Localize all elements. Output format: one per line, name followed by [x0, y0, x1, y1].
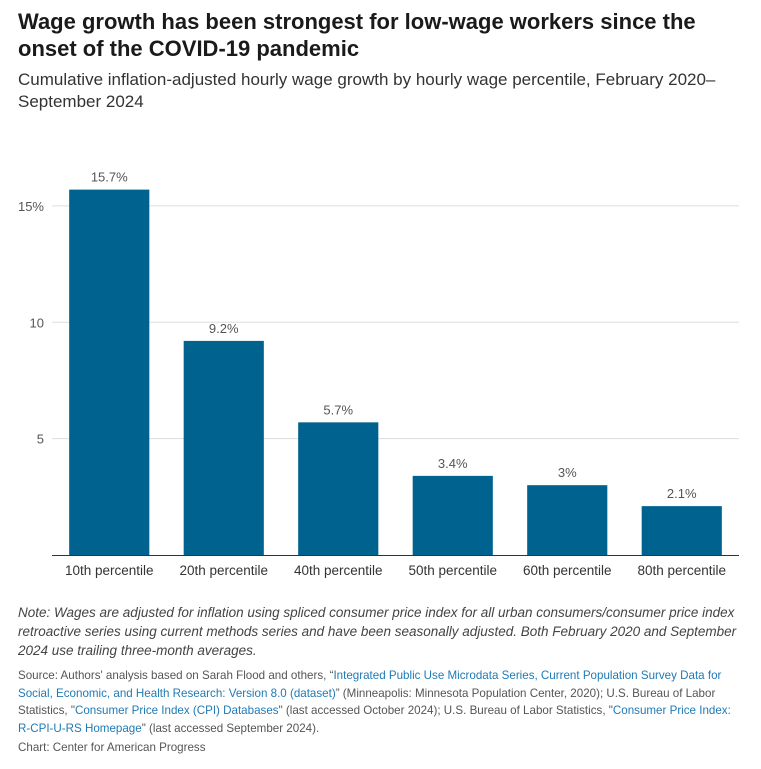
bar-1: [69, 189, 150, 556]
bar-4: [412, 475, 493, 555]
source-link-rcpi-homepage[interactable]: Consumer Price Index: R-CPI-U-RS Homepag…: [18, 704, 731, 735]
bar-3: [298, 422, 379, 555]
chart-note: Note: Wages are adjusted for inflation u…: [18, 605, 737, 658]
x-tick-label-1: 10th percentile: [65, 563, 154, 578]
source-suffix: " (last accessed September 2024).: [141, 721, 320, 735]
source-prefix: Source: Authors' analysis based on Sarah…: [18, 669, 334, 682]
source-mid-2: " (last accessed October 2024); U.S. Bur…: [278, 704, 613, 717]
bar-5: [527, 485, 608, 555]
data-label-5: 3%: [558, 465, 577, 480]
bar-2: [183, 340, 264, 555]
chart-title: Wage growth has been strongest for low-w…: [18, 9, 696, 61]
source-link-ipums[interactable]: Integrated Public Use Microdata Series, …: [18, 669, 722, 700]
chart-subtitle: Cumulative inflation-adjusted hourly wag…: [18, 70, 716, 111]
data-label-2: 9.2%: [209, 321, 239, 336]
bar-6: [641, 506, 722, 555]
data-label-3: 5.7%: [323, 402, 353, 417]
x-tick-label-2: 20th percentile: [179, 563, 268, 578]
chart-credit: Chart: Center for American Progress: [18, 741, 206, 754]
y-tick-label-5: 5: [37, 432, 44, 447]
y-tick-label-10: 10: [30, 315, 44, 330]
y-tick-label-15: 15%: [18, 199, 44, 214]
source-link-cpi-databases[interactable]: Consumer Price Index (CPI) Databases: [74, 704, 279, 717]
x-tick-label-6: 80th percentile: [637, 563, 726, 578]
bar-chart: 5 10 15% 15.7% 10th percentile 9.2% 20th perce…: [18, 170, 739, 578]
x-tick-label-3: 40th percentile: [294, 563, 383, 578]
data-label-1: 15.7%: [91, 170, 128, 185]
x-tick-label-4: 50th percentile: [408, 563, 497, 578]
chart-source: Source: Authors' analysis based on Sarah…: [18, 667, 743, 737]
source-mid-1: ” (Minneapolis: Minnesota Population Cen…: [18, 686, 716, 718]
x-tick-label-5: 60th percentile: [523, 563, 612, 578]
data-label-4: 3.4%: [438, 456, 468, 471]
data-label-6: 2.1%: [667, 486, 697, 501]
